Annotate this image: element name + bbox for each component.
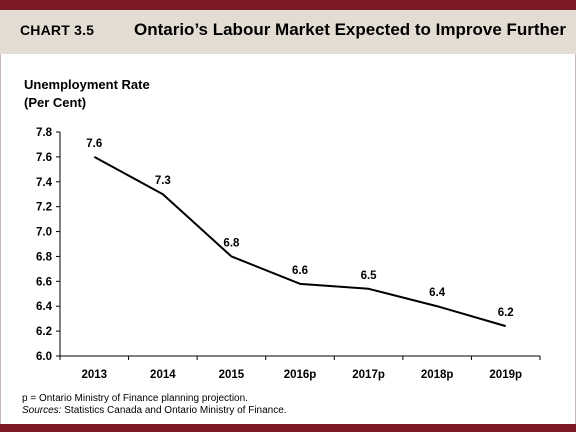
chart-title: Ontario’s Labour Market Expected to Impr…: [134, 20, 567, 39]
x-tick-label: 2018p: [421, 369, 454, 381]
y-axis-ticks: 6.0 6.2 6.4 6.6 6.8 7.0 7.2 7.4 7.6 7.8: [36, 127, 60, 363]
data-label: 6.6: [292, 265, 308, 277]
y-tick-label: 6.0: [36, 351, 52, 363]
y-axis-label: Unemployment Rate (Per Cent): [24, 76, 150, 112]
y-tick-label: 6.2: [36, 326, 52, 338]
y-tick-label: 6.6: [36, 276, 52, 288]
y-tick-label: 7.8: [36, 127, 53, 139]
x-tick-label: 2013: [81, 369, 107, 381]
chart-axes: [59, 132, 540, 357]
data-label: 7.3: [155, 175, 171, 187]
footnotes: p = Ontario Ministry of Finance planning…: [22, 393, 287, 417]
y-tick-label: 6.8: [36, 251, 53, 263]
data-labels: 7.6 7.3 6.8 6.6 6.5 6.4 6.2: [86, 138, 513, 319]
top-accent-bar: [0, 0, 576, 10]
y-tick-label: 7.0: [36, 227, 52, 239]
x-tick-label: 2019p: [489, 369, 522, 381]
x-tick-label: 2015: [219, 369, 245, 381]
y-axis-label-line1: Unemployment Rate: [24, 77, 150, 92]
x-tick-label: 2016p: [284, 369, 317, 381]
y-tick-label: 7.6: [36, 152, 52, 164]
y-axis-label-line2: (Per Cent): [24, 95, 87, 110]
data-label: 6.8: [223, 237, 240, 249]
y-tick-label: 7.4: [36, 177, 53, 189]
projection-note: p = Ontario Ministry of Finance planning…: [22, 393, 248, 404]
sources-text: Statistics Canada and Ontario Ministry o…: [61, 405, 287, 416]
series-unemployment-rate: [93, 156, 506, 328]
data-label: 6.5: [361, 270, 378, 282]
x-axis-ticks: 2013 2014 2015 2016p 2017p 2018p 2019p: [59, 356, 541, 381]
data-label: 6.2: [498, 307, 514, 319]
y-tick-label: 7.2: [36, 202, 52, 214]
x-tick-label: 2014: [150, 369, 176, 381]
x-tick-label: 2017p: [352, 369, 385, 381]
data-label: 6.4: [429, 287, 446, 299]
y-tick-label: 6.4: [36, 301, 53, 313]
sources-label: Sources:: [22, 405, 62, 416]
bottom-accent-bar: [0, 424, 576, 432]
data-label: 7.6: [86, 138, 102, 150]
sources-note: Sources: Statistics Canada and Ontario M…: [22, 405, 287, 417]
chart-header: [0, 10, 576, 54]
series-line: [93, 156, 506, 328]
chart-number: CHART 3.5: [20, 22, 95, 38]
